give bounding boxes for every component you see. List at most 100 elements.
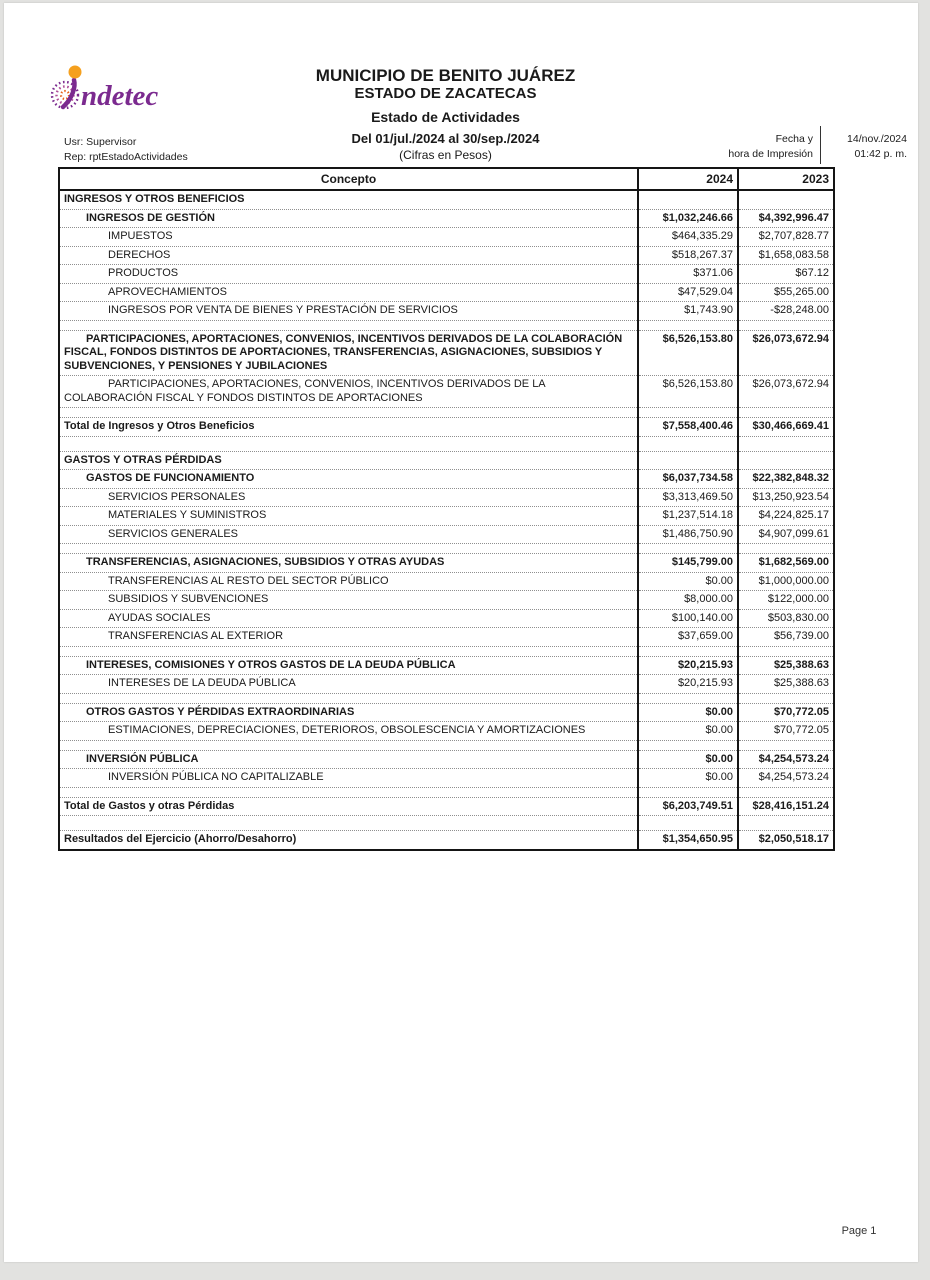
value-2023-cell: $122,000.00 <box>737 590 834 610</box>
empty-cell <box>637 407 738 418</box>
print-info: Fecha y 14/nov./2024 hora de Impresión 0… <box>701 126 907 164</box>
entity-title: MUNICIPIO DE BENITO JUÁREZ <box>315 66 576 85</box>
value-2024-cell: $6,203,749.51 <box>637 796 738 816</box>
value-2024-cell: $37,659.00 <box>637 627 738 647</box>
page-number: Page 1 <box>841 1225 877 1237</box>
concept-cell: ESTIMACIONES, DEPRECIACIONES, DETERIOROS… <box>59 721 638 741</box>
table-header-row: Concepto 2024 2023 <box>59 168 834 191</box>
concept-cell: TRANSFERENCIAS AL EXTERIOR <box>59 627 638 647</box>
empty-cell <box>59 786 638 798</box>
table-row: INTERESES DE LA DEUDA PÚBLICA $20,215.93 $… <box>59 674 834 694</box>
concept-cell: SUBSIDIOS Y SUBVENCIONES <box>59 590 638 610</box>
concept-cell: INTERESES, COMISIONES Y OTROS GASTOS DE … <box>59 655 638 675</box>
spacer-row <box>59 815 834 831</box>
concept-cell: IMPUESTOS <box>59 227 638 247</box>
table-row: APROVECHAMIENTOS $47,529.04 $55,265.00 <box>59 282 834 302</box>
concept-cell: GASTOS Y OTRAS PÉRDIDAS <box>59 450 638 470</box>
empty-cell <box>637 543 738 554</box>
value-2023-cell: $4,392,996.47 <box>737 208 834 228</box>
empty-cell <box>637 435 738 452</box>
value-2023-cell: $2,707,828.77 <box>737 227 834 247</box>
value-2024-cell: $518,267.37 <box>637 245 738 265</box>
column-header-2023: 2023 <box>737 168 834 191</box>
table-row: TRANSFERENCIAS AL EXTERIOR $37,659.00 $56,… <box>59 627 834 647</box>
value-2023-cell: $503,830.00 <box>737 608 834 628</box>
report-meta: Usr: Supervisor Rep: rptEstadoActividade… <box>64 135 188 165</box>
concept-cell: Resultados del Ejercicio (Ahorro/Desahor… <box>59 830 638 850</box>
concept-cell: INTERESES DE LA DEUDA PÚBLICA <box>59 674 638 694</box>
table-row: INTERESES, COMISIONES Y OTROS GASTOS DE … <box>59 655 834 675</box>
value-2023-cell: $4,907,099.61 <box>737 524 834 544</box>
concept-cell: INGRESOS POR VENTA DE BIENES Y PRESTACIÓ… <box>59 301 638 321</box>
table-row: SERVICIOS PERSONALES $3,313,469.50 $13,250… <box>59 487 834 507</box>
value-2023-cell: $70,772.05 <box>737 721 834 741</box>
value-2023-cell: $25,388.63 <box>737 655 834 675</box>
table-row: Total de Ingresos y Otros Beneficios $7,5… <box>59 417 834 437</box>
table-row: ESTIMACIONES, DEPRECIACIONES, DETERIOROS… <box>59 721 834 741</box>
value-2024-cell: $0.00 <box>637 721 738 741</box>
value-2024-cell: $1,486,750.90 <box>637 524 738 544</box>
value-2024-cell: $100,140.00 <box>637 608 738 628</box>
empty-cell <box>637 739 738 751</box>
table-row: GASTOS Y OTRAS PÉRDIDAS <box>59 450 834 470</box>
empty-cell <box>59 407 638 418</box>
value-2024-cell: $6,526,153.80 <box>637 329 738 376</box>
empty-cell <box>737 407 834 418</box>
column-header-2024: 2024 <box>637 168 738 191</box>
value-2024-cell: $20,215.93 <box>637 674 738 694</box>
value-2024-cell: $464,335.29 <box>637 227 738 247</box>
spacer-row <box>59 645 834 657</box>
value-2023-cell <box>737 450 834 470</box>
empty-cell <box>737 786 834 798</box>
print-time: 01:42 p. m. <box>854 148 907 160</box>
table-row: AYUDAS SOCIALES $100,140.00 $503,830.00 <box>59 608 834 628</box>
concept-cell: INVERSIÓN PÚBLICA NO CAPITALIZABLE <box>59 768 638 788</box>
table-row: INGRESOS POR VENTA DE BIENES Y PRESTACIÓ… <box>59 301 834 321</box>
value-2024-cell: $20,215.93 <box>637 655 738 675</box>
value-2024-cell: $8,000.00 <box>637 590 738 610</box>
concept-cell: INGRESOS Y OTROS BENEFICIOS <box>59 189 638 210</box>
value-2024-cell <box>637 189 738 210</box>
column-header-concepto: Concepto <box>59 168 638 191</box>
logo-orange-dot <box>68 65 82 79</box>
concept-cell: OTROS GASTOS Y PÉRDIDAS EXTRAORDINARIAS <box>59 702 638 722</box>
report-name: Estado de Actividades <box>371 109 520 125</box>
concept-cell: TRANSFERENCIAS, ASIGNACIONES, SUBSIDIOS … <box>59 553 638 573</box>
concept-cell: SERVICIOS PERSONALES <box>59 487 638 507</box>
table-row: SERVICIOS GENERALES $1,486,750.90 $4,907,0… <box>59 524 834 544</box>
value-2023-cell: $25,388.63 <box>737 674 834 694</box>
empty-cell <box>59 645 638 657</box>
spacer-row <box>59 407 834 418</box>
spacer-row <box>59 319 834 331</box>
table-row: OTROS GASTOS Y PÉRDIDAS EXTRAORDINARIAS $… <box>59 702 834 722</box>
table-row: DERECHOS $518,267.37 $1,658,083.58 <box>59 245 834 265</box>
concept-cell: Total de Gastos y otras Pérdidas <box>59 796 638 816</box>
value-2024-cell: $0.00 <box>637 768 738 788</box>
value-2024-cell: $0.00 <box>637 749 738 769</box>
value-2024-cell <box>637 450 738 470</box>
table-row: PARTICIPACIONES, APORTACIONES, CONVENIOS… <box>59 375 834 408</box>
value-2024-cell: $6,037,734.58 <box>637 469 738 489</box>
value-2023-cell: $4,254,573.24 <box>737 749 834 769</box>
logo-text: ndetec <box>81 80 158 112</box>
table-row: INGRESOS Y OTROS BENEFICIOS <box>59 189 834 210</box>
table-row: TRANSFERENCIAS, ASIGNACIONES, SUBSIDIOS … <box>59 553 834 573</box>
table-row: PRODUCTOS $371.06 $67.12 <box>59 264 834 284</box>
value-2023-cell <box>737 189 834 210</box>
value-2023-cell: $1,658,083.58 <box>737 245 834 265</box>
value-2023-cell: $67.12 <box>737 264 834 284</box>
value-2024-cell: $1,237,514.18 <box>637 506 738 526</box>
value-2023-cell: -$28,248.00 <box>737 301 834 321</box>
empty-cell <box>737 319 834 331</box>
value-2023-cell: $1,000,000.00 <box>737 571 834 591</box>
user-label: Usr: Supervisor <box>64 136 137 148</box>
value-2023-cell: $26,073,672.94 <box>737 329 834 376</box>
value-2024-cell: $3,313,469.50 <box>637 487 738 507</box>
value-2024-cell: $0.00 <box>637 702 738 722</box>
table-row: MATERIALES Y SUMINISTROS $1,237,514.18 $4,… <box>59 506 834 526</box>
concept-cell: PARTICIPACIONES, APORTACIONES, CONVENIOS… <box>59 375 638 408</box>
value-2024-cell: $371.06 <box>637 264 738 284</box>
statement-table: Concepto 2024 2023 INGRESOS Y OTROS BENE… <box>58 167 835 851</box>
value-2024-cell: $1,032,246.66 <box>637 208 738 228</box>
concept-cell: TRANSFERENCIAS AL RESTO DEL SECTOR PÚBLI… <box>59 571 638 591</box>
